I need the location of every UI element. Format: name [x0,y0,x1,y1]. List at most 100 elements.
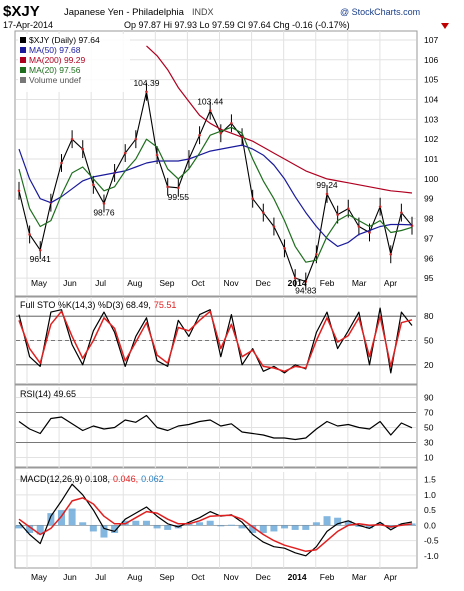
x-tick-label-bottom: Apr [384,572,397,582]
legend-ma20: MA(20) 97.56 [29,65,81,75]
legend-swatch-ma20 [20,67,26,73]
macd-histogram-bar [291,525,299,530]
macd-panel-frame [14,467,418,569]
x-tick-label-price: Nov [224,278,240,288]
price-annotation: 99.24 [316,180,338,190]
price-series-ma-200 [146,45,413,194]
quote-date: 17-Apr-2014 [3,20,53,30]
x-tick-label-bottom: May [31,572,48,582]
x-tick-label-price: May [31,278,48,288]
annotations-layer: 104.39 103.44 99.55 98.76 96.41 94.83 99.24 [30,78,338,296]
macd-histogram-bar [227,524,235,526]
macd-histogram-bar [238,525,246,529]
price-point [293,276,297,280]
macd-histogram-bar [142,520,150,526]
macd-histogram-bar [68,508,76,526]
price-y-tick-label: 98 [424,214,434,224]
macd-histogram-bar [79,522,87,526]
price-point [17,189,21,193]
x-tick-label-price: Aug [127,278,142,288]
macd-histogram-bar [249,525,257,533]
legend-swatch-ma200 [20,57,26,63]
rsi-y-tick-label: 30 [424,438,434,448]
quote-line: Op 97.87 Hi 97.93 Lo 97.59 Cl 97.64 Chg … [124,20,350,30]
price-y-tick-label: 104 [424,94,438,104]
x-tick-label-bottom: Mar [352,572,367,582]
price-y-tick-label: 100 [424,174,438,184]
macd-y-tick-label: 0.5 [424,505,436,515]
price-point [81,147,85,151]
price-point [38,248,42,252]
x-tick-label-bottom: Feb [320,572,335,582]
price-legend: $XJY (Daily) 97.64 MA(50) 97.68 MA(200) … [18,34,130,92]
price-point [346,207,350,210]
macd-y-tick-label: -1.0 [424,551,439,561]
full-sto-y-tick-label: 80 [424,311,434,321]
sto-label: Full STO %K(14,3) %D(3) 68.49, 75.51 [20,300,176,310]
x-tick-label-price: Mar [352,278,367,288]
price-series-xjy-daily [18,91,413,283]
macd-histogram-bar [185,523,193,526]
legend-ma50: MA(50) 97.68 [29,45,81,55]
price-point [389,252,393,256]
macd-histogram-bar [26,525,34,533]
price-annotation: 94.83 [295,285,317,295]
price-point [336,213,339,216]
price-point [155,153,159,157]
price-point [251,197,254,201]
macd-histogram-bar [217,525,225,527]
price-point [28,233,31,236]
x-tick-label-price: Dec [256,278,272,288]
macd-histogram-bar [281,525,289,529]
price-point [208,109,212,112]
price-y-tick-label: 103 [424,114,438,124]
macd-histogram-bar [302,525,310,530]
ticker-symbol: $XJY [3,3,40,20]
sto-label-main: Full STO %K(14,3) %D(3) 68.49, [20,300,151,310]
rsi-label: RSI(14) 49.65 [20,389,76,399]
legend-volume: Volume undef [29,75,82,85]
macd-histogram-bar [89,525,97,532]
price-y-tick-label: 99 [424,194,434,204]
macd-histogram-bar [206,520,214,526]
price-point [60,161,63,165]
macd-series-signal [18,497,413,553]
price-point [378,205,382,208]
macd-histogram-bar [323,516,331,526]
sto-panel-frame [14,296,418,385]
legend-swatch-ma50 [20,47,26,53]
watermark: @ StockCharts.com [340,7,420,17]
macd-histogram-bar [334,517,342,526]
price-point [102,202,106,205]
x-tick-label-price: Sep [159,278,174,288]
price-annotation: 98.76 [93,207,115,217]
exchange-label: INDX [192,7,214,17]
x-tick-label-bottom: Sep [159,572,174,582]
x-tick-label-bottom: Nov [224,572,240,582]
x-tick-label-price: Jul [95,278,106,288]
x-tick-label-price: Apr [384,278,397,288]
x-tick-label-bottom: Oct [191,572,205,582]
macd-histogram-bar [259,525,267,533]
price-point [70,137,74,141]
full-sto-y-tick-label: 20 [424,360,434,370]
macd-histogram-bar [47,513,55,526]
macd-y-tick-label: 0.0 [424,520,436,530]
price-y-tick-label: 95 [424,273,434,283]
instrument-name: Japanese Yen - Philadelphia [64,7,185,18]
macd-histogram-bar [344,520,352,526]
full-sto-series-d [18,310,413,373]
macd-histogram-bar [366,525,374,529]
price-point [219,131,223,135]
legend-background [18,34,130,92]
x-tick-label-price: 2014 [288,278,307,288]
macd-series-macd [18,483,413,557]
price-y-tick-label: 107 [424,35,438,45]
x-tick-label-price: Jun [63,278,77,288]
x-tick-label-price: Feb [320,278,335,288]
price-point [357,225,361,228]
macd-y-tick-label: -0.5 [424,536,439,546]
macd-histogram-bar [355,525,363,527]
macd-histogram-bar [111,525,119,533]
